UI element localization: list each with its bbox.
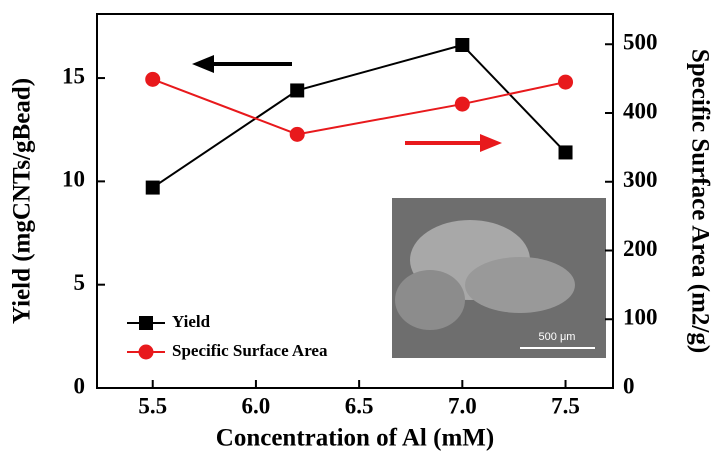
y2-tick-label: 500 [623,30,658,55]
y2-tick-label: 400 [623,98,658,123]
y2-tick-label: 0 [623,373,635,398]
data-point [558,75,573,90]
data-point [559,145,573,159]
x-tick-label: 5.5 [138,393,167,418]
legend-marker [139,316,153,330]
y-tick-label: 10 [62,167,85,192]
y2-tick-label: 200 [623,236,658,261]
legend-label: Specific Surface Area [172,341,328,360]
x-tick-label: 7.5 [551,393,580,418]
x-tick-label: 6.5 [345,393,374,418]
x-tick-label: 6.0 [242,393,271,418]
inset-scale-label: 500 μm [539,331,576,343]
y-tick-label: 0 [74,373,86,398]
x-axis-label: Concentration of Al (mM) [216,425,494,452]
y2-tick-label: 300 [623,167,658,192]
y2-axis-label: Specific Surface Area (m2/g) [686,49,713,353]
y-tick-label: 15 [62,63,85,88]
y-axis-label: Yield (mgCNTs/gBead) [9,78,36,324]
data-point [146,181,160,195]
inset-texture [465,257,575,313]
data-point [455,97,470,112]
data-point [290,127,305,142]
y2-tick-label: 100 [623,305,658,330]
data-point [290,83,304,97]
legend-label: Yield [172,312,211,331]
y-tick-label: 5 [74,270,86,295]
data-point [145,72,160,87]
data-point [455,38,469,52]
chart: 500 μm Concentration of Al (mM) Yield (m… [0,0,719,457]
legend-marker [139,345,154,360]
inset-texture [395,270,465,330]
inset-image: 500 μm [392,198,606,358]
x-tick-label: 7.0 [448,393,477,418]
